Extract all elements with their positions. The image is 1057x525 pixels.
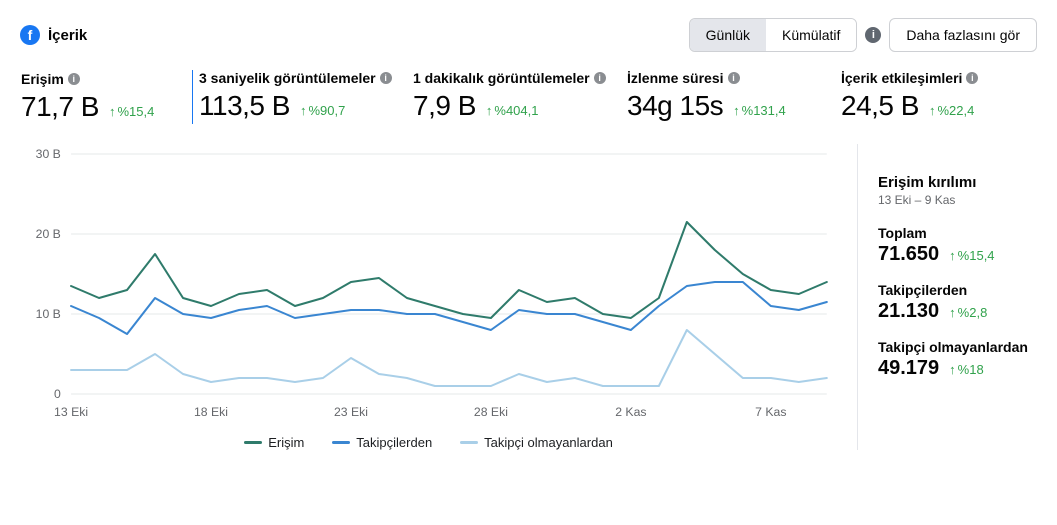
header: f İçerik Günlük Kümülatif i Daha fazlası… — [20, 18, 1037, 52]
metric-card[interactable]: Erişim i 71,7 B ↑ %15,4 — [20, 70, 193, 124]
metric-value: 71,7 B — [21, 91, 99, 123]
side-block: Toplam 71.650 ↑ %15,4 — [878, 225, 1037, 266]
svg-text:2 Kas: 2 Kas — [615, 405, 646, 419]
header-left: f İçerik — [20, 25, 87, 45]
legend-swatch — [244, 441, 262, 444]
svg-text:10 B: 10 B — [36, 307, 61, 321]
arrow-up-icon: ↑ — [486, 103, 493, 118]
metric-value: 113,5 B — [199, 90, 290, 122]
arrow-up-icon: ↑ — [949, 248, 956, 263]
info-icon[interactable]: i — [966, 72, 978, 84]
metric-value: 7,9 B — [413, 90, 476, 122]
side-block-value: 49.179 — [878, 357, 939, 380]
metric-label: Erişim i — [21, 71, 180, 87]
arrow-up-icon: ↑ — [949, 305, 956, 320]
svg-text:13 Eki: 13 Eki — [54, 405, 88, 419]
chart-legend: Erişim Takipçilerden Takipçi olmayanlardan — [20, 435, 837, 450]
metric-label: 1 dakikalık görüntülemeler i — [413, 70, 609, 86]
side-block-delta: ↑ %15,4 — [949, 248, 994, 263]
toggle-daily-button[interactable]: Günlük — [690, 19, 766, 51]
legend-label: Erişim — [268, 435, 304, 450]
chart-area: 0 10 B 20 B 30 B 13 Eki 18 Eki 23 Eki 28 Eki 2 K… — [20, 144, 837, 450]
metric-label: İçerik etkileşimleri i — [841, 70, 1037, 86]
side-block-delta: ↑ %18 — [949, 362, 984, 377]
time-toggle: Günlük Kümülatif — [689, 18, 858, 52]
arrow-up-icon: ↑ — [109, 104, 116, 119]
arrow-up-icon: ↑ — [733, 103, 740, 118]
metric-delta: ↑ %15,4 — [109, 104, 154, 119]
svg-text:23 Eki: 23 Eki — [334, 405, 368, 419]
svg-text:7 Kas: 7 Kas — [755, 405, 786, 419]
metric-card[interactable]: 3 saniyelik görüntülemeler i 113,5 B ↑ %… — [199, 70, 395, 124]
info-icon[interactable]: i — [865, 27, 881, 43]
svg-text:20 B: 20 B — [36, 227, 61, 241]
svg-text:30 B: 30 B — [36, 147, 61, 161]
metric-card[interactable]: İzlenme süresi i 34g 15s ↑ %131,4 — [627, 70, 823, 124]
facebook-logo-icon: f — [20, 25, 40, 45]
legend-swatch — [460, 441, 478, 444]
toggle-cumulative-button[interactable]: Kümülatif — [766, 19, 856, 51]
legend-item[interactable]: Takipçi olmayanlardan — [460, 435, 613, 450]
metric-delta: ↑ %90,7 — [300, 103, 345, 118]
side-block-delta: ↑ %2,8 — [949, 305, 987, 320]
side-date-range: 13 Eki – 9 Kas — [878, 193, 1037, 207]
info-icon[interactable]: i — [728, 72, 740, 84]
side-block-label: Toplam — [878, 225, 1037, 241]
legend-label: Takipçilerden — [356, 435, 432, 450]
side-block-value: 21.130 — [878, 300, 939, 323]
side-block-label: Takipçilerden — [878, 282, 1037, 298]
metric-label: 3 saniyelik görüntülemeler i — [199, 70, 395, 86]
content-row: 0 10 B 20 B 30 B 13 Eki 18 Eki 23 Eki 28 Eki 2 K… — [20, 144, 1037, 450]
metric-delta: ↑ %404,1 — [486, 103, 539, 118]
side-block-value: 71.650 — [878, 243, 939, 266]
metric-card[interactable]: 1 dakikalık görüntülemeler i 7,9 B ↑ %40… — [413, 70, 609, 124]
legend-item[interactable]: Erişim — [244, 435, 304, 450]
header-right: Günlük Kümülatif i Daha fazlasını gör — [689, 18, 1037, 52]
svg-text:0: 0 — [54, 387, 61, 401]
metric-delta: ↑ %22,4 — [929, 103, 974, 118]
side-block: Takipçi olmayanlardan 49.179 ↑ %18 — [878, 339, 1037, 380]
side-block-label: Takipçi olmayanlardan — [878, 339, 1037, 355]
info-icon[interactable]: i — [68, 73, 80, 85]
metrics-row: Erişim i 71,7 B ↑ %15,43 saniyelik görün… — [20, 70, 1037, 124]
info-icon[interactable]: i — [380, 72, 392, 84]
side-block: Takipçilerden 21.130 ↑ %2,8 — [878, 282, 1037, 323]
metric-delta: ↑ %131,4 — [733, 103, 786, 118]
line-chart: 0 10 B 20 B 30 B 13 Eki 18 Eki 23 Eki 28 Eki 2 K… — [20, 144, 837, 424]
legend-item[interactable]: Takipçilerden — [332, 435, 432, 450]
see-more-button[interactable]: Daha fazlasını gör — [889, 18, 1037, 52]
arrow-up-icon: ↑ — [949, 362, 956, 377]
page-title: İçerik — [48, 27, 87, 44]
legend-label: Takipçi olmayanlardan — [484, 435, 613, 450]
arrow-up-icon: ↑ — [300, 103, 307, 118]
metric-value: 34g 15s — [627, 90, 723, 122]
arrow-up-icon: ↑ — [929, 103, 936, 118]
svg-text:28 Eki: 28 Eki — [474, 405, 508, 419]
legend-swatch — [332, 441, 350, 444]
metric-card[interactable]: İçerik etkileşimleri i 24,5 B ↑ %22,4 — [841, 70, 1037, 124]
svg-text:18 Eki: 18 Eki — [194, 405, 228, 419]
side-title: Erişim kırılımı — [878, 174, 1037, 191]
side-panel: Erişim kırılımı 13 Eki – 9 Kas Toplam 71… — [857, 144, 1037, 450]
info-icon[interactable]: i — [594, 72, 606, 84]
metric-value: 24,5 B — [841, 90, 919, 122]
metric-label: İzlenme süresi i — [627, 70, 823, 86]
